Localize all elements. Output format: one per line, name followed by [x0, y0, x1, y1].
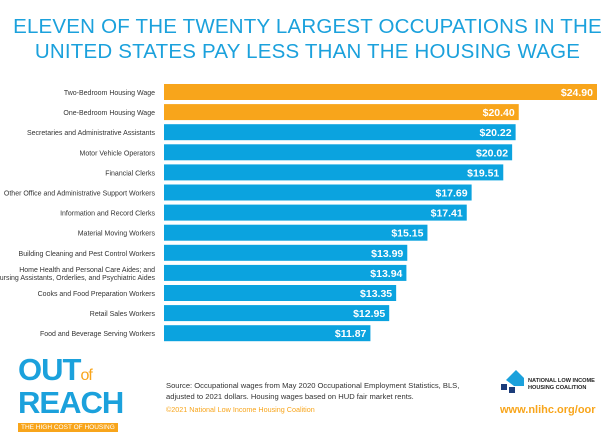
logo-of: of — [80, 367, 92, 384]
bar — [164, 305, 390, 322]
value-label: $20.02 — [476, 147, 508, 159]
value-label: $11.87 — [335, 328, 367, 340]
category-label: Cooks and Food Preparation Workers — [38, 291, 156, 298]
value-label: $17.69 — [435, 188, 467, 200]
value-label: $13.94 — [370, 268, 402, 280]
value-label: $24.90 — [561, 87, 593, 99]
out-of-reach-logo: OUTof REACH THE HIGH COST OF HOUSING — [18, 354, 130, 434]
category-label: Material Moving Workers — [78, 231, 156, 238]
bar — [164, 285, 397, 301]
value-label: $13.35 — [360, 288, 392, 300]
value-label: $13.99 — [371, 248, 403, 260]
org-name-line2: HOUSING COALITION — [528, 385, 587, 391]
bar — [164, 224, 428, 241]
org-name-line1: NATIONAL LOW INCOME — [528, 378, 595, 384]
category-label: Two-Bedroom Housing Wage — [64, 90, 155, 97]
bar — [164, 164, 504, 181]
bar-chart: $24.90 Two-Bedroom Housing Wage $20.40 One-… — [0, 84, 597, 342]
logo-out: OUT — [18, 352, 81, 387]
source-note: Source: Occupational wages from May 2020… — [166, 381, 460, 401]
value-label: $12.95 — [353, 308, 385, 320]
category-label: Secretaries and Administrative Assistant… — [27, 130, 156, 137]
house-icon — [501, 370, 524, 393]
category-label: One-Bedroom Housing Wage — [63, 110, 155, 117]
value-label: $19.51 — [467, 167, 499, 179]
category-label: Motor Vehicle Operators — [80, 150, 156, 157]
category-label: Home Health and Personal Care Aides; and — [19, 267, 155, 274]
copyright: ©2021 National Low Income Housing Coalit… — [166, 405, 315, 414]
value-label: $20.40 — [483, 107, 515, 119]
bar — [164, 144, 513, 161]
bar — [164, 264, 407, 281]
value-label: $15.15 — [391, 228, 423, 240]
bar — [164, 104, 519, 121]
category-label: Information and Record Clerks — [60, 211, 155, 218]
bar — [164, 204, 467, 221]
category-label: Building Cleaning and Pest Control Worke… — [19, 251, 156, 258]
bar — [164, 184, 472, 201]
value-label: $20.22 — [479, 127, 511, 139]
value-label: $17.41 — [431, 208, 463, 220]
category-label: Other Office and Administrative Support … — [4, 191, 156, 198]
bar — [164, 124, 516, 141]
bar — [164, 325, 371, 342]
logo-reach: REACH — [18, 385, 124, 420]
category-label: Nursing Assistants, Orderlies, and Psych… — [0, 275, 155, 282]
category-label: Food and Beverage Serving Workers — [40, 331, 156, 338]
chart-title: ELEVEN OF THE TWENTY LARGEST OCCUPATIONS… — [13, 15, 602, 63]
category-label: Financial Clerks — [105, 170, 155, 177]
category-label: Retail Sales Workers — [90, 311, 156, 318]
logo-tagline: THE HIGH COST OF HOUSING — [18, 423, 118, 432]
bar — [164, 84, 597, 100]
website-link[interactable]: www.nlihc.org/oor — [500, 404, 596, 416]
bar — [164, 244, 408, 261]
